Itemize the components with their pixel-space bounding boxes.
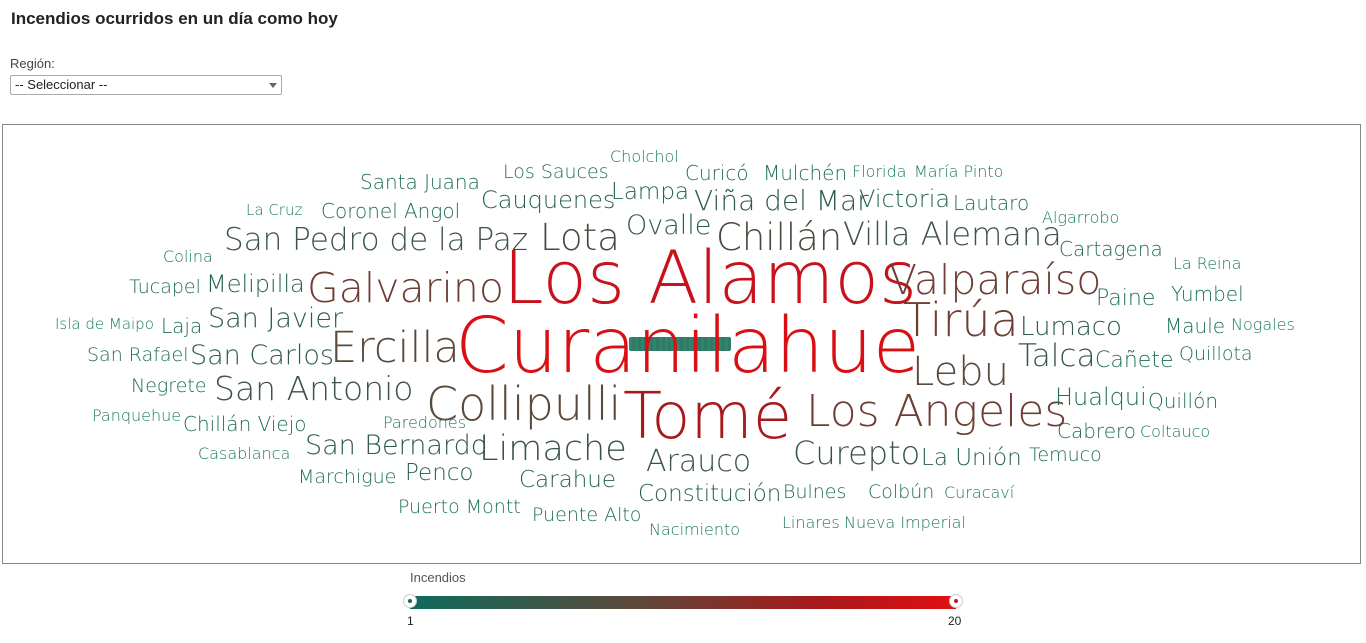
cloud-word[interactable]: San Carlos [190,340,334,371]
cloud-word[interactable]: Linares [782,513,840,532]
cloud-word[interactable]: Tomé [623,380,793,454]
cloud-word[interactable]: Viña del Mar [694,184,869,217]
cloud-word[interactable]: Nueva Imperial [844,513,966,532]
cloud-word[interactable]: Negrete [131,375,207,397]
cloud-word[interactable]: Victoria [859,185,951,213]
cloud-word[interactable]: Laja [161,314,203,338]
cloud-word[interactable]: San Pedro de la Paz [224,222,529,258]
cloud-word[interactable]: Valparaíso [889,256,1102,304]
cloud-word[interactable]: Curicó [685,161,749,185]
cloud-word[interactable]: Los Alamos [503,236,918,321]
cloud-word[interactable]: Talca [1018,338,1096,374]
cloud-word[interactable]: San Antonio [214,369,414,408]
cloud-word[interactable]: Nogales [1231,315,1295,334]
legend-max-handle[interactable] [949,594,963,608]
cloud-word[interactable]: Galvarino [307,264,504,312]
cloud-word[interactable]: Coronel [321,199,398,223]
cloud-word[interactable]: Curanilahue [455,302,921,391]
cloud-word[interactable]: Limache [479,429,627,469]
cloud-word[interactable]: Lebu [912,349,1009,395]
cloud-word[interactable]: Ercilla [330,323,460,373]
cloud-word[interactable]: Puente Alto [532,504,642,526]
cloud-word[interactable]: Santa Juana [360,170,480,194]
cloud-word[interactable]: Lota [540,216,620,259]
page-title: Incendios ocurridos en un día como hoy [11,9,338,28]
cloud-word[interactable]: Paine [1096,286,1156,311]
cloud-word[interactable]: Colbún [868,481,935,503]
legend-max-label: 20 [948,614,962,628]
cloud-word[interactable]: Angol [404,199,461,223]
cloud-word[interactable]: Tucapel [129,276,201,298]
cloud-word[interactable]: Chillán Viejo [183,412,307,436]
cloud-word[interactable]: María Pinto [914,162,1004,181]
cloud-word[interactable]: Lampa [611,179,690,205]
word-cloud: Cholchol Los Sauces Curicó Mulchén Florida Ma… [2,124,1361,564]
legend-min-label: 1 [407,614,414,628]
cloud-word[interactable]: Cabrero [1057,419,1137,443]
cloud-word[interactable]: Melipilla [206,270,305,298]
cloud-word[interactable]: Hualqui [1055,383,1147,411]
cloud-word[interactable]: San Rafael [87,344,189,366]
cloud-word[interactable]: Colina [163,247,213,266]
overlapping-small-words [629,337,731,351]
legend-color-scale [410,596,956,609]
cloud-word[interactable]: Maule [1165,314,1226,338]
region-select-value: -- Seleccionar -- [15,77,108,92]
cloud-word[interactable]: Yumbel [1171,282,1244,306]
cloud-word[interactable]: Quillón [1148,389,1218,413]
cloud-word[interactable]: Florida [852,162,907,181]
cloud-word[interactable]: Curepto [793,434,921,472]
cloud-word[interactable]: Arauco [646,444,752,479]
cloud-word[interactable]: Quillota [1179,343,1253,365]
cloud-word[interactable]: Lumaco [1020,312,1122,342]
cloud-word[interactable]: Coltauco [1140,422,1211,441]
legend-title: Incendios [410,570,466,585]
cloud-word[interactable]: Bulnes [783,481,847,503]
cloud-word[interactable]: Paredones [383,413,467,432]
cloud-word[interactable]: Temuco [1029,444,1102,466]
cloud-word[interactable]: Collipulli [426,377,622,431]
cloud-word[interactable]: La Reina [1173,254,1242,273]
region-select[interactable]: -- Seleccionar -- [10,75,282,95]
cloud-word[interactable]: Cañete [1095,348,1174,373]
cloud-word[interactable]: Villa Alemana [843,215,1062,253]
cloud-word[interactable]: Lautaro [953,191,1030,215]
cloud-word[interactable]: Mulchén [763,161,848,185]
cloud-word[interactable]: Nacimiento [649,520,741,539]
cloud-word[interactable]: Los Sauces [503,161,609,183]
legend-min-handle[interactable] [403,594,417,608]
cloud-word[interactable]: Marchigue [298,466,397,488]
cloud-word[interactable]: Ovalle [626,210,712,241]
cloud-word[interactable]: Algarrobo [1042,208,1120,227]
cloud-word[interactable]: Casablanca [198,444,291,463]
cloud-word[interactable]: La Cruz [246,201,303,219]
region-label: Región: [10,56,55,71]
cloud-word[interactable]: Curacaví [944,483,1015,502]
cloud-word[interactable]: La Unión [921,445,1022,471]
cloud-word[interactable]: Constitución [638,481,782,507]
cloud-word[interactable]: Puerto Montt [398,496,521,518]
cloud-word[interactable]: Penco [405,460,474,486]
cloud-word[interactable]: Panquehue [92,406,182,425]
cloud-word[interactable]: Cauquenes [481,186,616,214]
cloud-word[interactable]: San Javier [208,303,344,334]
cloud-word[interactable]: Cholchol [610,147,679,166]
cloud-word[interactable]: Los Angeles [806,386,1068,437]
cloud-word[interactable]: Carahue [519,467,617,493]
cloud-word[interactable]: San Bernardo [305,430,488,461]
chevron-down-icon [269,83,277,88]
cloud-word[interactable]: Isla de Maipo [55,315,154,333]
cloud-word[interactable]: Cartagena [1059,237,1163,261]
cloud-word[interactable]: Chillán [716,216,843,259]
cloud-word[interactable]: Tirúa [903,293,1019,347]
